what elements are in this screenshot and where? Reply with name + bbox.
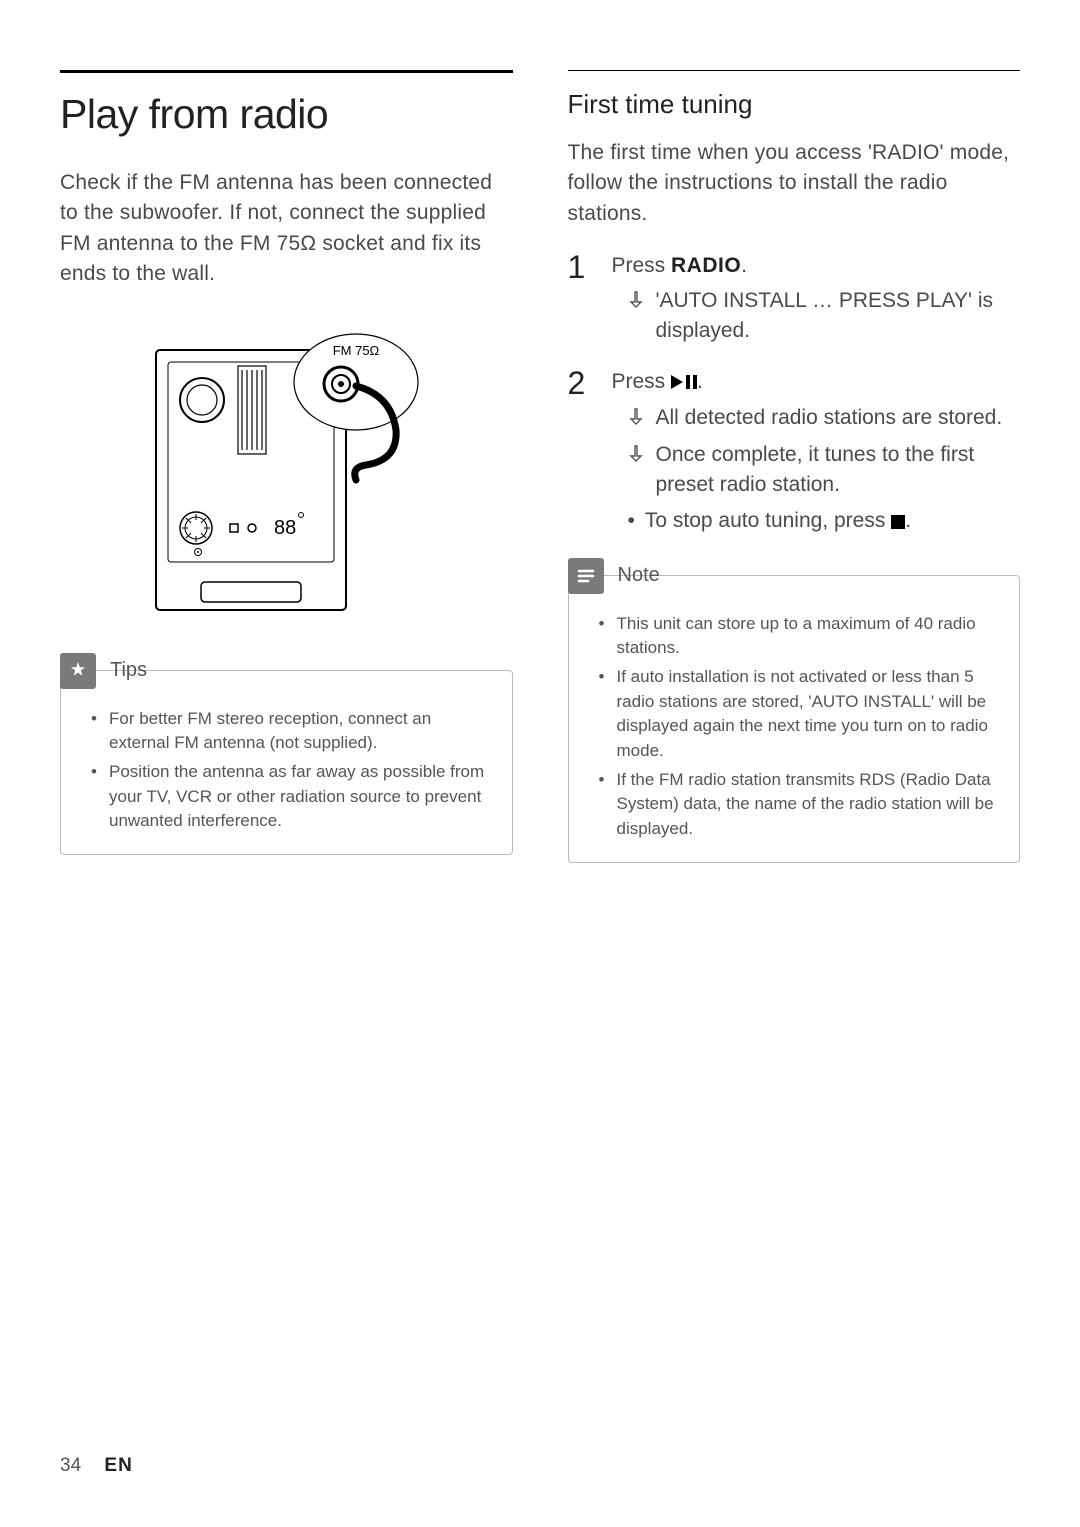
intro-paragraph: Check if the FM antenna has been connect… xyxy=(60,168,513,290)
tips-title: Tips xyxy=(110,659,147,682)
socket-label: FM 75Ω xyxy=(333,343,380,358)
note-item: If auto installation is not activated or… xyxy=(599,665,1000,764)
step-result: Once complete, it tunes to the first pre… xyxy=(612,440,1021,501)
note-item: If the FM radio station transmits RDS (R… xyxy=(599,768,1000,842)
section-rule xyxy=(60,70,513,73)
steps-list: 1 Press RADIO. 'AUTO INSTALL … PRESS PLA… xyxy=(568,251,1021,539)
step-text: . xyxy=(697,370,703,393)
note-item: This unit can store up to a maximum of 4… xyxy=(599,612,1000,661)
step-text: Press xyxy=(612,370,672,393)
bullet-suffix: . xyxy=(905,509,911,532)
antenna-diagram: FM 75Ω xyxy=(60,320,513,630)
subwoofer-diagram-svg: FM 75Ω xyxy=(146,320,426,630)
tips-item: Position the antenna as far away as poss… xyxy=(91,760,492,834)
connector-panel: 88 xyxy=(180,512,304,556)
subsection-title: First time tuning xyxy=(568,89,1021,120)
section-title: Play from radio xyxy=(60,91,513,138)
result-text: 'AUTO INSTALL … PRESS PLAY' is displayed… xyxy=(656,286,1021,347)
tips-list: For better FM stereo reception, connect … xyxy=(91,707,492,834)
step: 1 Press RADIO. 'AUTO INSTALL … PRESS PLA… xyxy=(568,251,1021,352)
two-column-layout: Play from radio Check if the FM antenna … xyxy=(60,70,1020,863)
tips-body: For better FM stereo reception, connect … xyxy=(61,689,512,854)
step-instruction: Press RADIO. xyxy=(612,251,1021,281)
result-arrow-icon xyxy=(628,407,644,425)
play-pause-icon xyxy=(671,369,697,399)
section-rule xyxy=(568,70,1021,71)
bullet-dot: • xyxy=(628,506,635,538)
note-body: This unit can store up to a maximum of 4… xyxy=(569,594,1020,862)
page: Play from radio Check if the FM antenna … xyxy=(0,0,1080,1527)
result-text: Once complete, it tunes to the first pre… xyxy=(656,440,1021,501)
callout-header: Tips xyxy=(61,653,512,689)
step-instruction: Press . xyxy=(612,367,1021,399)
intro-paragraph: The first time when you access 'RADIO' m… xyxy=(568,138,1021,229)
note-title: Note xyxy=(618,564,660,587)
page-number: 34 xyxy=(60,1455,81,1476)
left-column: Play from radio Check if the FM antenna … xyxy=(60,70,513,863)
socket-callout: FM 75Ω xyxy=(294,334,418,483)
stop-icon xyxy=(891,508,905,538)
step-number: 1 xyxy=(568,251,590,352)
note-icon xyxy=(568,558,604,594)
tips-callout: Tips For better FM stereo reception, con… xyxy=(60,670,513,855)
step-bold: RADIO xyxy=(671,254,741,277)
result-arrow-icon xyxy=(628,444,644,462)
result-text: All detected radio stations are stored. xyxy=(656,403,1003,433)
tips-item: For better FM stereo reception, connect … xyxy=(91,707,492,756)
step-text: . xyxy=(741,254,747,277)
step-body: Press . All detected radio stations are … xyxy=(612,367,1021,539)
callout-header: Note xyxy=(569,558,1020,594)
note-callout: Note This unit can store up to a maximum… xyxy=(568,575,1021,863)
right-column: First time tuning The first time when yo… xyxy=(568,70,1021,863)
step-result: 'AUTO INSTALL … PRESS PLAY' is displayed… xyxy=(612,286,1021,347)
tips-icon xyxy=(60,653,96,689)
bullet-text: To stop auto tuning, press . xyxy=(645,506,911,538)
step-body: Press RADIO. 'AUTO INSTALL … PRESS PLAY'… xyxy=(612,251,1021,352)
page-language: EN xyxy=(104,1455,132,1476)
step-sub-bullet: • To stop auto tuning, press . xyxy=(612,506,1021,538)
bullet-prefix: To stop auto tuning, press xyxy=(645,509,891,532)
display-text: 88 xyxy=(274,517,296,539)
step-text: Press xyxy=(612,254,672,277)
result-arrow-icon xyxy=(628,290,644,308)
page-footer: 34 EN xyxy=(60,1455,133,1477)
step-number: 2 xyxy=(568,367,590,539)
step-result: All detected radio stations are stored. xyxy=(612,403,1021,433)
step: 2 Press . All detected radio stations ar… xyxy=(568,367,1021,539)
note-list: This unit can store up to a maximum of 4… xyxy=(599,612,1000,842)
